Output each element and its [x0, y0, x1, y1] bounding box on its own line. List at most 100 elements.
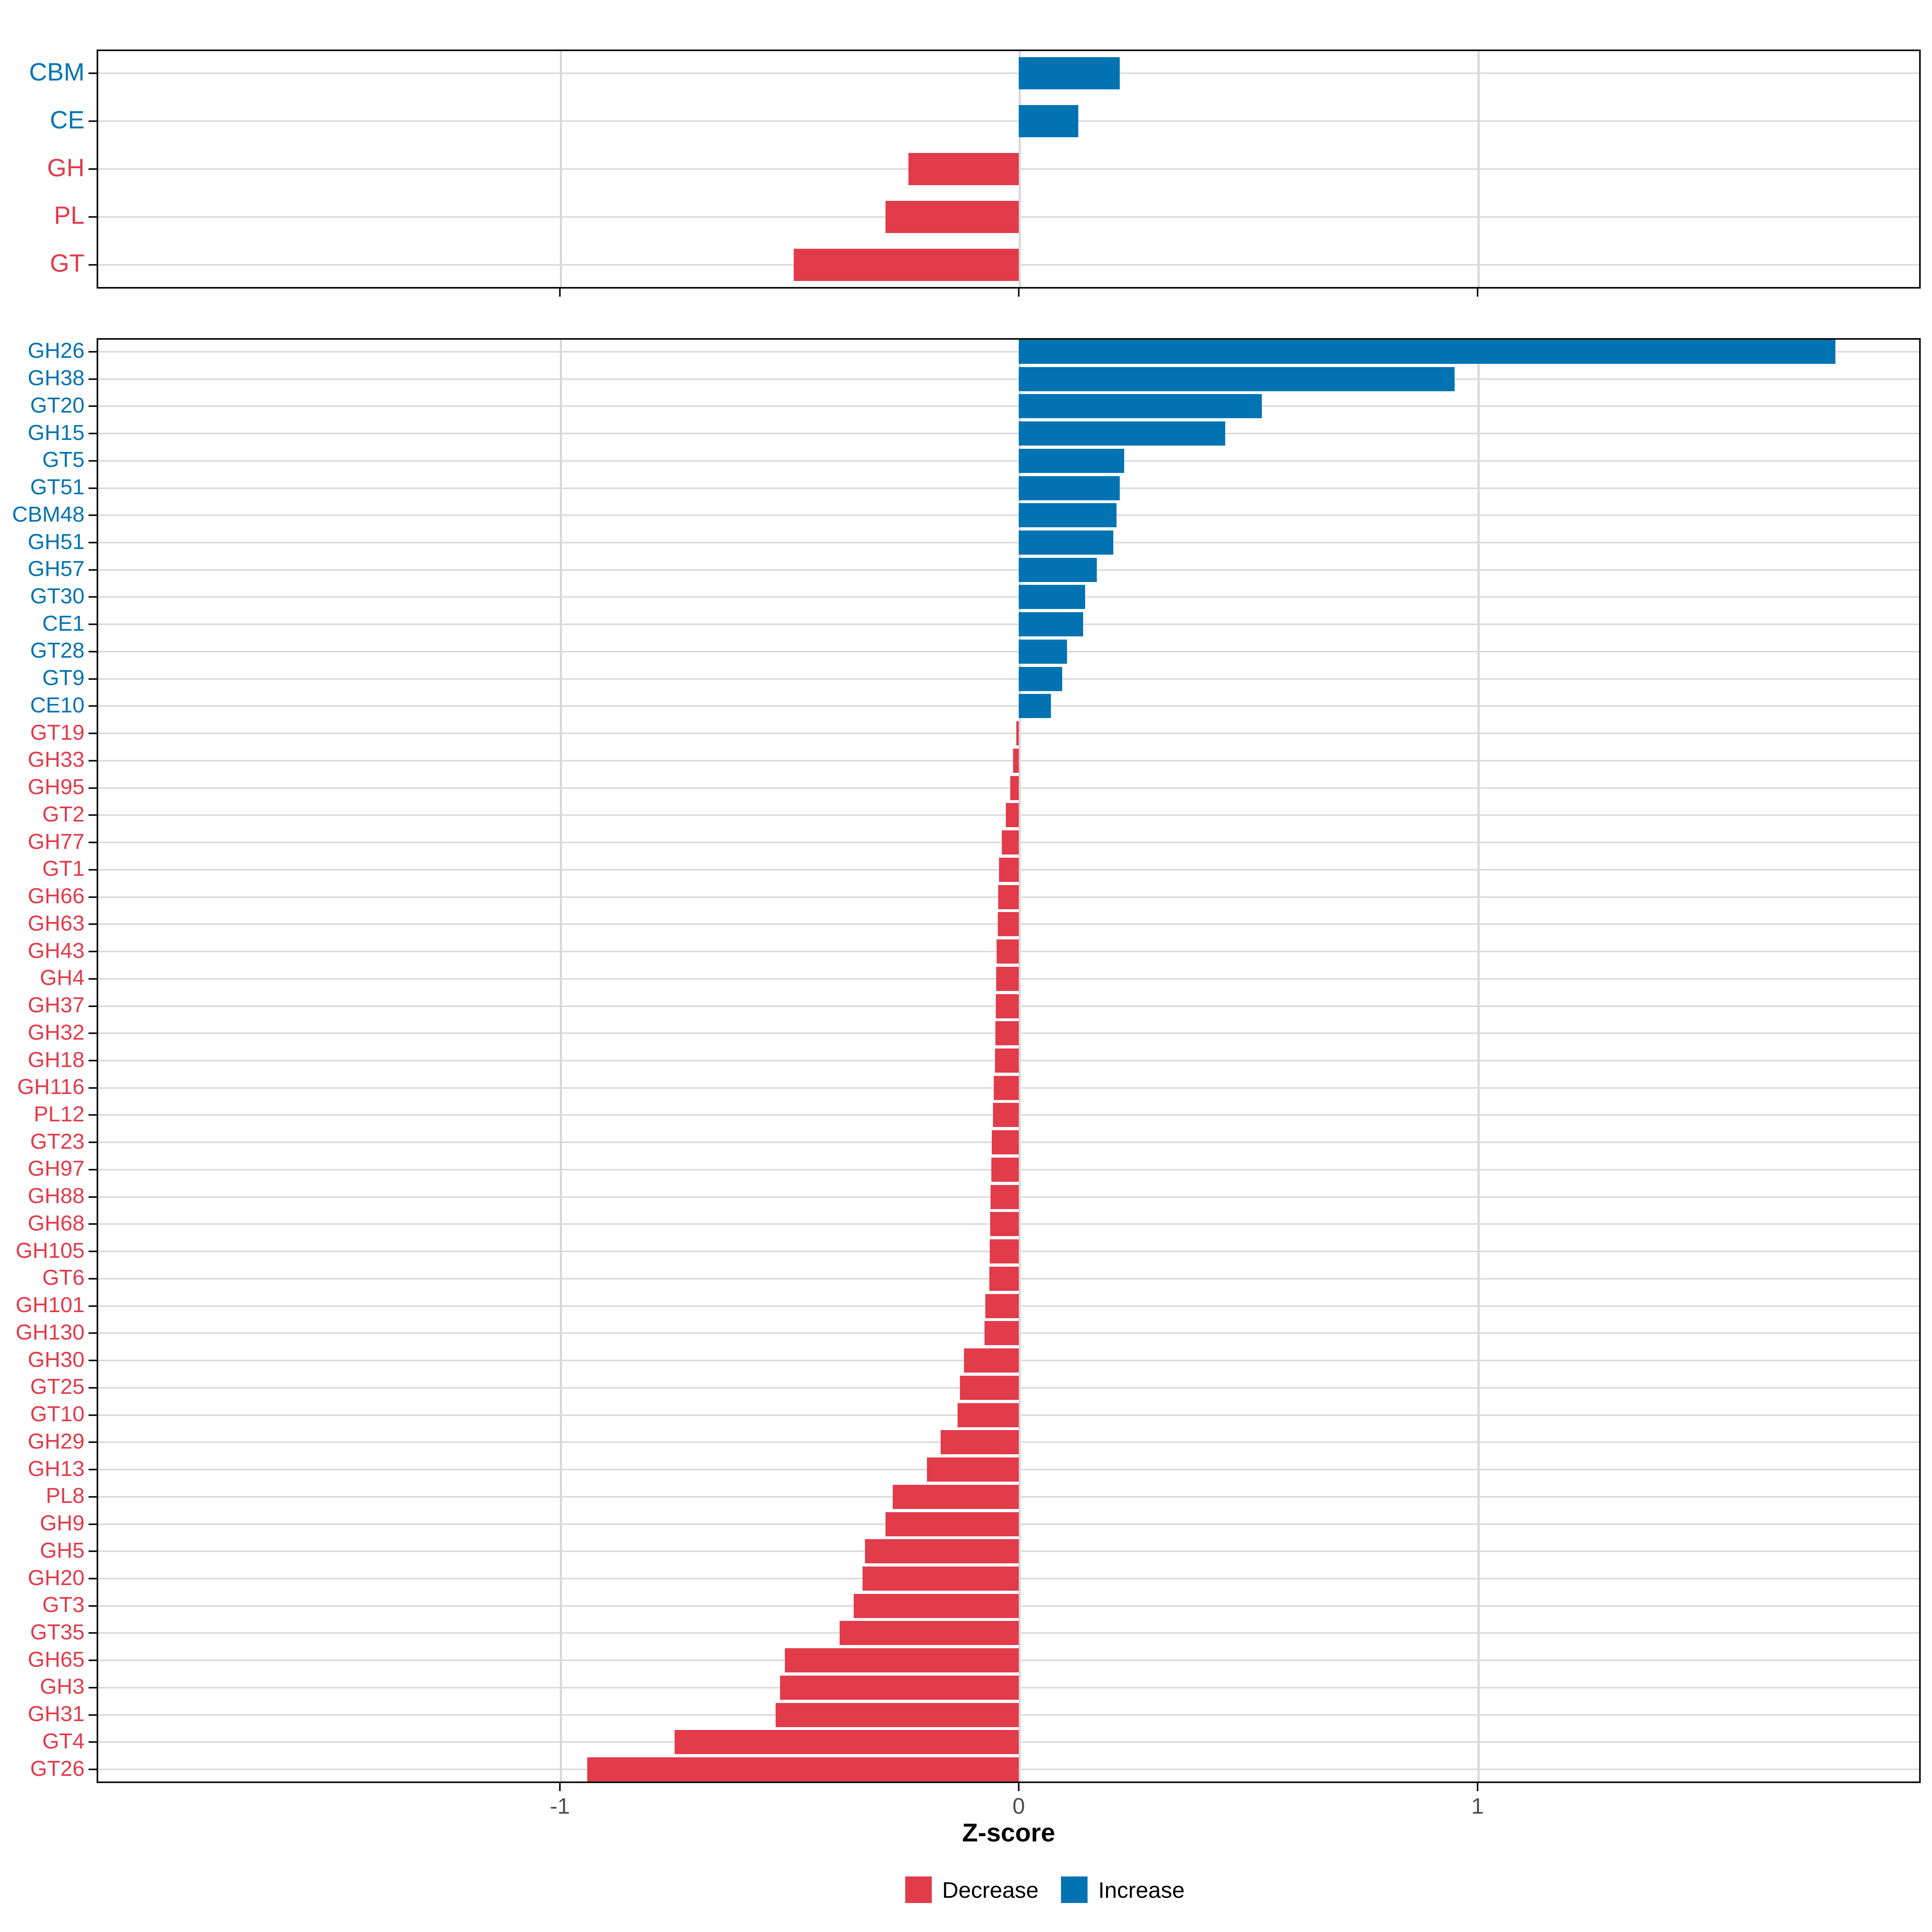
category-label-GT4: GT4 — [42, 1729, 85, 1753]
bar-GT3 — [853, 1593, 1019, 1618]
category-label-GH13: GH13 — [27, 1456, 85, 1481]
bar-GH51 — [1019, 530, 1113, 555]
y-tick — [89, 168, 97, 170]
bar-GH43 — [997, 939, 1019, 964]
bar-GT28 — [1019, 639, 1067, 664]
bar-GH5 — [865, 1539, 1019, 1564]
category-label-GT1: GT1 — [42, 857, 85, 881]
bar-GT6 — [989, 1266, 1019, 1291]
category-gridline — [98, 120, 1919, 122]
bar-GH30 — [964, 1348, 1019, 1373]
category-gridline — [98, 405, 1919, 407]
bar-GT1 — [999, 857, 1019, 882]
category-label-GH68: GH68 — [27, 1211, 85, 1235]
category-label-GH37: GH37 — [27, 993, 85, 1018]
category-label-GH57: GH57 — [27, 557, 85, 581]
bar-GH66 — [998, 885, 1019, 909]
x-tick-label--1: -1 — [550, 1793, 570, 1818]
bar-GH68 — [990, 1212, 1019, 1236]
y-tick — [89, 678, 97, 680]
y-tick — [89, 1660, 97, 1662]
y-tick — [89, 1686, 97, 1688]
category-label-CBM: CBM — [29, 58, 85, 86]
category-label-GT26: GT26 — [30, 1756, 85, 1781]
category-label-GH20: GH20 — [27, 1565, 85, 1590]
bar-GT20 — [1019, 394, 1262, 419]
category-label-GH77: GH77 — [27, 829, 85, 854]
y-tick — [89, 705, 97, 707]
bar-GT35 — [840, 1621, 1019, 1645]
y-tick — [89, 1005, 97, 1007]
bar-GH3 — [780, 1675, 1019, 1700]
y-tick — [89, 1523, 97, 1525]
legend-label-decrease: Decrease — [942, 1877, 1039, 1903]
y-tick — [89, 1577, 97, 1579]
category-label-GH63: GH63 — [27, 911, 85, 935]
category-label-GH66: GH66 — [27, 884, 85, 908]
category-label-GH51: GH51 — [27, 529, 85, 554]
bar-GH37 — [996, 994, 1019, 1018]
category-label-GH4: GH4 — [39, 966, 85, 990]
category-label-GT9: GT9 — [42, 666, 85, 690]
x-axis-title: Z-score — [962, 1818, 1055, 1847]
y-tick — [89, 1168, 97, 1170]
category-label-GH65: GH65 — [27, 1647, 85, 1672]
bar-GH32 — [995, 1021, 1019, 1046]
x-tick — [1477, 289, 1478, 297]
category-label-GT6: GT6 — [42, 1265, 85, 1290]
category-label-GH130: GH130 — [15, 1320, 85, 1344]
bar-GT4 — [675, 1730, 1019, 1754]
y-tick — [89, 596, 97, 598]
category-label-GH32: GH32 — [27, 1020, 85, 1044]
y-tick — [89, 1496, 97, 1498]
x-tick-label-1: 1 — [1471, 1793, 1484, 1818]
bar-PL12 — [993, 1103, 1019, 1127]
category-label-GH3: GH3 — [39, 1674, 85, 1699]
category-gridline — [98, 650, 1919, 652]
y-tick — [89, 1278, 97, 1280]
bar-GT30 — [1019, 585, 1086, 609]
y-tick — [89, 542, 97, 544]
y-tick — [89, 1032, 97, 1034]
bar-GH38 — [1019, 367, 1455, 391]
category-label-GH33: GH33 — [27, 747, 85, 772]
y-tick — [89, 814, 97, 816]
category-gridline — [98, 760, 1919, 762]
bar-CBM — [1019, 57, 1120, 90]
bar-GH57 — [1019, 557, 1097, 582]
y-tick — [89, 378, 97, 380]
category-label-GT: GT — [50, 250, 85, 278]
category-gridline — [98, 460, 1919, 462]
bar-GH29 — [941, 1430, 1019, 1455]
y-tick — [89, 1550, 97, 1552]
x-tick — [559, 1783, 561, 1791]
category-label-GT2: GT2 — [42, 802, 85, 826]
y-tick — [89, 1387, 97, 1389]
bar-GH88 — [991, 1185, 1019, 1209]
y-tick — [89, 951, 97, 953]
bar-CBM48 — [1019, 503, 1117, 528]
y-tick — [89, 1141, 97, 1144]
category-gridline — [98, 569, 1919, 571]
category-gridline — [98, 351, 1919, 353]
y-tick — [89, 760, 97, 762]
y-tick — [89, 1251, 97, 1253]
category-label-GH101: GH101 — [15, 1293, 85, 1317]
y-tick — [89, 1605, 97, 1607]
bar-GH13 — [927, 1457, 1019, 1482]
bar-GT26 — [587, 1757, 1019, 1782]
category-label-GT20: GT20 — [30, 393, 85, 417]
y-tick — [89, 842, 97, 844]
bar-GH18 — [995, 1049, 1019, 1073]
bar-GH77 — [1001, 830, 1019, 855]
bar-GH65 — [784, 1648, 1019, 1673]
bar-GH — [908, 153, 1019, 185]
category-gridline — [98, 433, 1919, 435]
panel-cazyme-families — [97, 338, 1921, 1783]
category-label-GT19: GT19 — [30, 720, 85, 745]
bar-GT2 — [1006, 803, 1019, 828]
category-label-CE: CE — [50, 106, 85, 134]
bar-GT25 — [960, 1375, 1019, 1400]
y-tick — [89, 1223, 97, 1225]
